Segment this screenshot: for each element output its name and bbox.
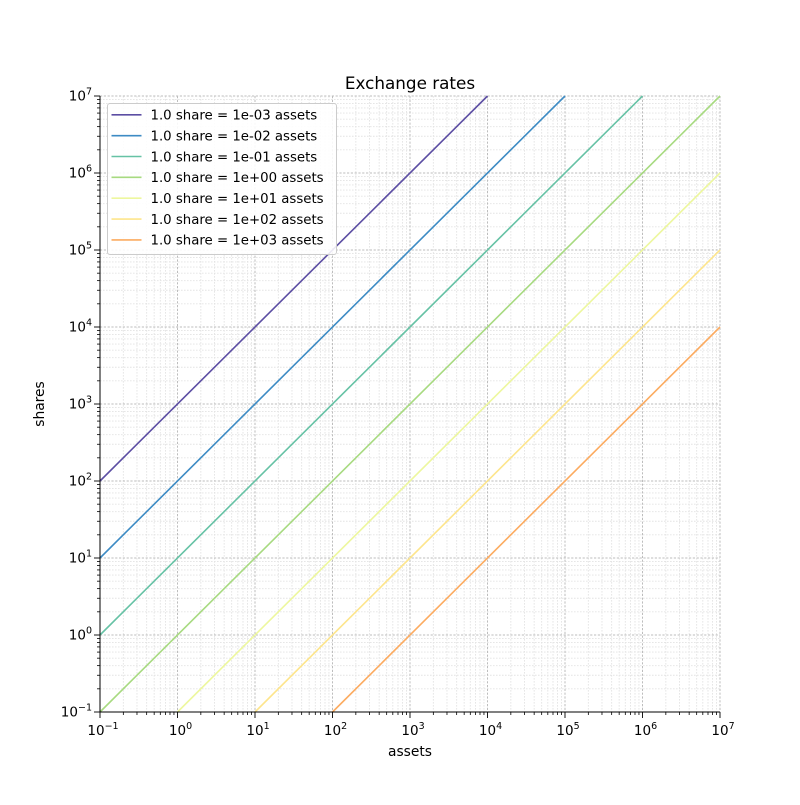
series-line-4	[176, 172, 721, 713]
y-tick-label: 106	[69, 164, 92, 182]
x-tick-label: 106	[634, 721, 657, 739]
y-axis-label: shares	[32, 381, 48, 426]
y-tick-label: 10−1	[61, 703, 92, 721]
generated-chart-content: 10−1 100 101 102 103 104 105 106 107 10−1 100 101 10…	[61, 87, 735, 740]
series-line-0	[99, 95, 489, 482]
y-tick-label: 104	[69, 318, 92, 336]
legend-label: 1.0 share = 1e-02 assets	[151, 129, 318, 144]
y-tick-label: 107	[69, 87, 92, 105]
series-line-3	[99, 95, 721, 713]
series-line-2	[99, 95, 644, 636]
x-tick-label: 10−1	[87, 721, 118, 739]
x-tick-label: 101	[246, 721, 269, 739]
series-line-1	[99, 95, 566, 559]
x-tick-label: 105	[556, 721, 579, 739]
x-tick-label: 102	[324, 721, 347, 739]
series-lines	[99, 95, 721, 713]
legend-label: 1.0 share = 1e+02 assets	[151, 213, 324, 228]
y-tick-label: 100	[69, 626, 92, 644]
series-line-5	[254, 249, 721, 713]
legend-label: 1.0 share = 1e-03 assets	[151, 109, 318, 124]
axes	[94, 95, 721, 718]
x-tick-label: 103	[401, 721, 424, 739]
legend-label: 1.0 share = 1e+01 assets	[151, 192, 324, 207]
x-tick-label: 107	[711, 721, 734, 739]
legend-label: 1.0 share = 1e+00 assets	[151, 171, 324, 186]
y-tick-label: 102	[69, 472, 92, 490]
y-tick-label: 103	[69, 395, 92, 413]
chart-title: Exchange rates	[345, 73, 475, 93]
x-axis-label: assets	[388, 744, 432, 760]
legend: 1.0 share = 1e-03 assets 1.0 share = 1e-0…	[107, 103, 337, 255]
legend-label: 1.0 share = 1e+03 assets	[151, 234, 324, 249]
y-tick-label: 101	[69, 549, 92, 567]
series-line-6	[331, 326, 721, 713]
legend-box	[107, 103, 337, 255]
x-tick-label: 100	[169, 721, 192, 739]
x-tick-label: 104	[479, 721, 502, 739]
y-tick-label: 105	[69, 241, 92, 259]
legend-label: 1.0 share = 1e-01 assets	[151, 150, 318, 165]
